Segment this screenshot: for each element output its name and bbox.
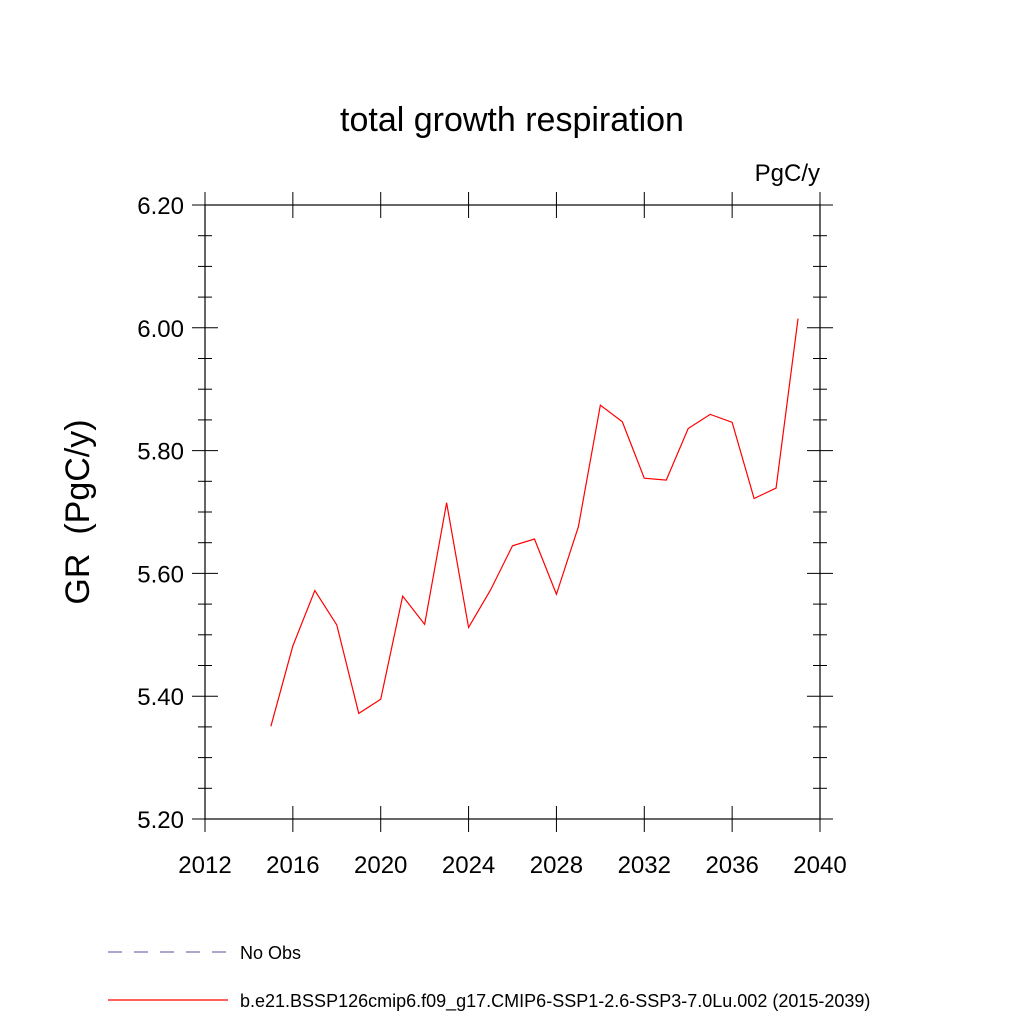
ticks-layer xyxy=(192,192,833,832)
x-tick-label: 2016 xyxy=(266,852,319,879)
x-tick-labels: 2012 2016 2020 2024 2028 2032 2036 2040 xyxy=(178,852,846,879)
x-tick-label: 2028 xyxy=(530,852,583,879)
y-tick-label: 5.80 xyxy=(137,439,184,466)
legend: No Obs b.e21.BSSP126cmip6.f09_g17.CMIP6-S… xyxy=(108,943,870,1012)
y-axis-label: GR (PgC/y) xyxy=(59,419,97,604)
legend-label: b.e21.BSSP126cmip6.f09_g17.CMIP6-SSP1-2.… xyxy=(240,991,870,1012)
x-tick-label: 2024 xyxy=(442,852,495,879)
units-label: PgC/y xyxy=(755,160,820,187)
chart-title: total growth respiration xyxy=(340,101,684,139)
x-tick-label: 2020 xyxy=(354,852,407,879)
x-tick-label: 2040 xyxy=(793,852,846,879)
x-tick-label: 2032 xyxy=(618,852,671,879)
x-tick-label: 2036 xyxy=(705,852,758,879)
y-tick-label: 6.20 xyxy=(137,193,184,220)
plot-frame xyxy=(204,204,821,820)
series-layer xyxy=(270,318,799,727)
series-line xyxy=(270,318,799,727)
y-tick-labels: 5.20 5.40 5.60 5.80 6.00 6.20 xyxy=(137,193,184,834)
y-tick-label: 5.20 xyxy=(137,807,184,834)
y-tick-label: 6.00 xyxy=(137,316,184,343)
y-tick-label: 5.60 xyxy=(137,561,184,588)
legend-label: No Obs xyxy=(240,943,301,963)
x-tick-label: 2012 xyxy=(178,852,231,879)
y-tick-label: 5.40 xyxy=(137,684,184,711)
